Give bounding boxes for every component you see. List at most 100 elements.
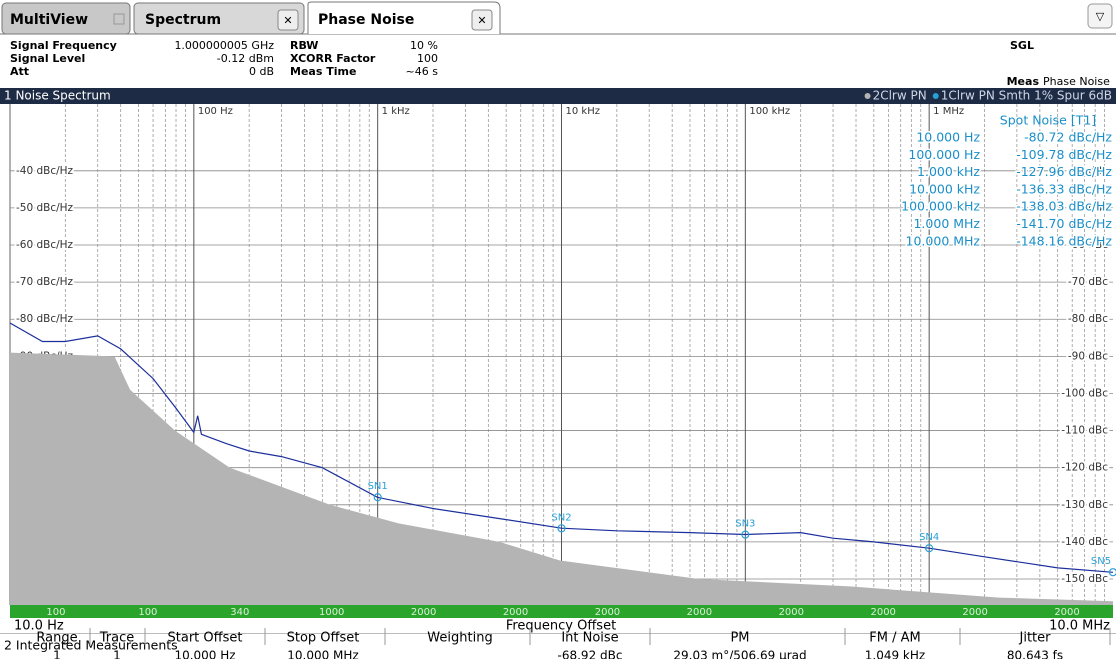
rbw-label: 1000 — [319, 607, 344, 618]
marker-label: SN1 — [368, 481, 388, 492]
y-tick-label-right: -80 dBc — [1068, 313, 1108, 325]
header-label: Signal Frequency — [10, 39, 117, 52]
y-tick-label-right: -40 dBc — [1068, 165, 1108, 177]
x-tick-label: 1 MHz — [933, 106, 964, 117]
spot-offset: 100.000 Hz — [908, 147, 980, 162]
x-tick-label: 100 Hz — [198, 106, 233, 117]
cell: 29.03 m°/506.69 µrad — [673, 649, 806, 659]
status: SGL — [1010, 39, 1034, 52]
plot-title: 1 Noise Spectrum — [4, 89, 111, 103]
marker-label: SN3 — [735, 519, 755, 530]
y-tick-label-right: -130 dBc — [1061, 499, 1108, 511]
tab-close[interactable] — [277, 9, 299, 31]
y-tick-label: -40 dBc/Hz — [16, 165, 74, 177]
spot-offset: 10.000 kHz — [909, 181, 980, 196]
y-tick-label-right: -140 dBc — [1061, 536, 1108, 548]
tab-label: Spectrum — [145, 12, 221, 28]
rbw-label: 340 — [230, 607, 249, 618]
column-header: Trace — [99, 631, 135, 646]
rbw-label: 100 — [46, 607, 65, 618]
x-tick-label: 10 kHz — [566, 106, 600, 117]
spot-value: -127.96 dBc/Hz — [1016, 164, 1112, 179]
column-header: Start Offset — [168, 631, 243, 646]
spot-offset: 1.000 kHz — [917, 164, 980, 179]
cell: 10.000 Hz — [174, 649, 235, 659]
header-label: Att — [10, 65, 29, 78]
spot-value: -80.72 dBc/Hz — [1024, 130, 1112, 145]
y-tick-label-right: -150 dBc — [1061, 573, 1108, 585]
rbw-label: 2000 — [503, 607, 528, 618]
y-tick-label-right: -110 dBc — [1061, 425, 1108, 437]
y-tick-label: -50 dBc/Hz — [16, 202, 74, 214]
rbw-bar — [10, 605, 1113, 618]
rbw-label: 2000 — [870, 607, 895, 618]
tab-active[interactable] — [307, 1, 501, 34]
spot-marker — [741, 530, 750, 539]
marker-label: SN5 — [1091, 556, 1111, 567]
tab-icon — [113, 13, 125, 25]
cell: -68.92 dBc — [558, 649, 623, 659]
header-label: Meas Time — [290, 65, 356, 78]
header-value: 1.000000005 GHz — [174, 39, 274, 52]
column-header: Range — [36, 631, 77, 646]
column-header: Int Noise — [561, 631, 618, 646]
legend-swatch — [864, 93, 871, 99]
header-value: ~46 s — [406, 65, 439, 78]
header-label: Signal Level — [10, 52, 85, 65]
rbw-label: 100 — [138, 607, 157, 618]
dropdown-icon: ▽ — [1096, 10, 1105, 23]
spot-offset: 100.000 kHz — [901, 199, 980, 214]
column-header: Stop Offset — [287, 631, 360, 646]
legend-swatch — [932, 93, 939, 99]
table-panel — [0, 634, 1116, 659]
tab-close[interactable] — [471, 9, 493, 31]
y-tick-label-right: -120 dBc — [1061, 462, 1108, 474]
rbw-label: 2000 — [779, 607, 804, 618]
legend-label: 1Clrw PN Smth 1% Spur 6dB — [941, 89, 1112, 103]
spot-marker — [1108, 568, 1116, 577]
cell: 1 — [53, 649, 61, 659]
spot-offset: 1.000 MHz — [913, 216, 980, 231]
spot-value: -109.78 dBc/Hz — [1016, 147, 1112, 162]
x-stop: 10.0 MHz — [1049, 619, 1110, 634]
rbw-label: 2000 — [687, 607, 712, 618]
tab-label: MultiView — [10, 12, 88, 28]
meas-label: Meas — [1007, 75, 1040, 88]
cell: 80.643 fs — [1007, 649, 1063, 659]
spot-marker — [557, 524, 566, 533]
table: Range Trace Start Offset Stop Offset Weighti… — [36, 628, 1111, 659]
cell: 10.000 MHz — [287, 649, 358, 659]
spot-marker — [925, 544, 934, 553]
column-header: Jitter — [1019, 631, 1052, 646]
x-tick-label: 1 kHz — [382, 106, 410, 117]
header-value: -0.12 dBm — [217, 52, 274, 65]
spot-title: Spot Noise [T1] — [1000, 113, 1096, 128]
tab-label: Phase Noise — [318, 12, 414, 28]
rbw-label: 2000 — [1054, 607, 1079, 618]
y-tick-label-right: -60 dBc — [1068, 239, 1108, 251]
y-tick-label: -60 dBc/Hz — [16, 239, 74, 251]
header-label: RBW — [290, 39, 318, 52]
x-label: Frequency Offset — [506, 619, 616, 634]
header-value: 10 % — [410, 39, 438, 52]
marker-label: SN2 — [551, 512, 571, 523]
x-tick-label: 100 kHz — [749, 106, 790, 117]
header-value: 0 dB — [249, 65, 274, 78]
y-tick-label-right: -70 dBc — [1068, 276, 1108, 288]
spot-value: -136.33 dBc/Hz — [1016, 181, 1112, 196]
column-header: FM / AM — [869, 631, 920, 646]
rbw-label: 2000 — [411, 607, 436, 618]
y-tick-label: -70 dBc/Hz — [16, 276, 74, 288]
header-value: 100 — [417, 52, 438, 65]
dropdown[interactable] — [1087, 3, 1113, 29]
y-tick-label-right: -50 dBc — [1068, 202, 1108, 214]
tab[interactable] — [1, 2, 131, 35]
cell: 1.049 kHz — [865, 649, 925, 659]
tab[interactable] — [133, 2, 305, 35]
column-header: PM — [730, 631, 749, 646]
rbw-label: 2000 — [962, 607, 987, 618]
x-start: 10.0 Hz — [14, 619, 64, 634]
rbw-label: 2000 — [595, 607, 620, 618]
y-tick-label-right: -90 dBc — [1068, 350, 1108, 362]
y-tick-label-right: -100 dBc — [1061, 387, 1108, 399]
